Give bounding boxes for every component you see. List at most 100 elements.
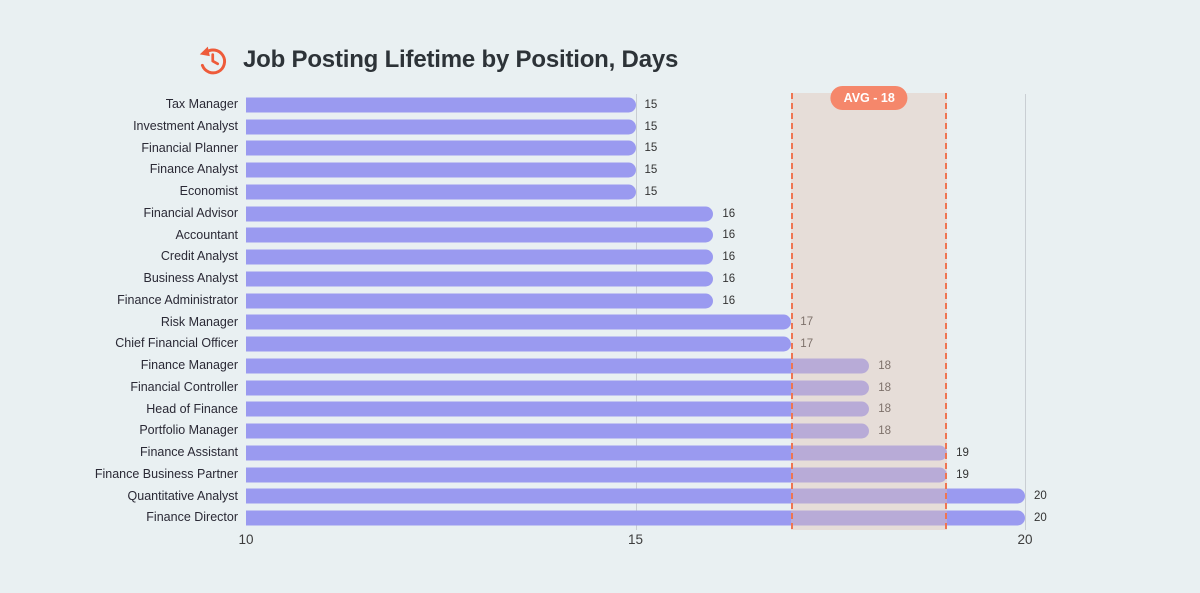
row-plot: 19 <box>246 464 1200 486</box>
bar <box>246 314 792 330</box>
bar-value-label: 18 <box>878 359 891 372</box>
row-plot: 20 <box>246 486 1200 508</box>
category-label: Financial Advisor <box>143 205 239 220</box>
row-plot: 18 <box>246 420 1200 442</box>
x-axis: 10 15 20 <box>0 532 1200 552</box>
bar-value-label: 16 <box>722 294 736 307</box>
category-label: Finance Business Partner <box>94 466 238 481</box>
history-clock-icon <box>199 46 227 75</box>
row-plot: 16 <box>246 225 1200 247</box>
category-label: Investment Analyst <box>133 118 238 133</box>
bar-row: Business Analyst 16 <box>0 268 1200 290</box>
bar <box>246 206 714 222</box>
bar-row: Accountant 16 <box>0 225 1200 247</box>
bar-row: Chief Financial Officer 17 <box>0 333 1200 355</box>
row-plot: 18 <box>246 399 1200 421</box>
bar <box>246 488 1025 504</box>
bar-row: Finance Manager 18 <box>0 355 1200 377</box>
bar <box>246 184 636 200</box>
category-label: Economist <box>179 184 238 198</box>
category-label: Credit Analyst <box>160 249 238 264</box>
row-plot: 16 <box>246 246 1200 268</box>
bar <box>246 249 714 265</box>
x-tick-label: 15 <box>627 532 644 547</box>
bar-value-label: 17 <box>800 338 814 351</box>
category-label: Finance Analyst <box>149 162 238 177</box>
category-label: Financial Planner <box>141 140 238 155</box>
bar-value-label: 15 <box>644 120 658 133</box>
category-label: Business Analyst <box>143 271 239 285</box>
bar <box>246 358 870 374</box>
bar <box>246 271 714 287</box>
row-plot: 16 <box>246 203 1200 225</box>
category-label: Accountant <box>175 227 238 242</box>
bar-row: Finance Analyst 15 <box>0 159 1200 181</box>
category-label: Portfolio Manager <box>139 423 238 438</box>
bar-row: Financial Controller 18 <box>0 377 1200 399</box>
bar-row: Head of Finance 18 <box>0 399 1200 421</box>
bar-row: Finance Director 20 <box>0 507 1200 529</box>
bar-value-label: 20 <box>1034 512 1047 525</box>
row-plot: 20 <box>246 507 1200 529</box>
avg-badge: AVG - 18 <box>830 86 908 110</box>
bar-row: Quantitative Analyst 20 <box>0 486 1200 508</box>
bar-value-label: 16 <box>722 207 736 220</box>
category-label: Finance Assistant <box>140 445 238 459</box>
bar-value-label: 19 <box>956 446 969 459</box>
bar-row: Financial Advisor 16 <box>0 203 1200 225</box>
bar-row: Risk Manager 17 <box>0 312 1200 334</box>
bar <box>246 510 1025 526</box>
row-plot: 15 <box>246 159 1200 181</box>
bar <box>246 162 636 178</box>
category-label: Quantitative Analyst <box>127 488 238 503</box>
category-label: Financial Controller <box>130 379 238 394</box>
category-label: Head of Finance <box>146 401 238 416</box>
bar-row: Finance Administrator 16 <box>0 290 1200 312</box>
bar <box>246 140 636 156</box>
row-plot: 16 <box>246 290 1200 312</box>
x-tick-label: 10 <box>238 532 254 547</box>
row-plot: 19 <box>246 442 1200 464</box>
bar <box>246 336 792 352</box>
bar <box>246 401 870 417</box>
bar-row: Tax Manager 15 <box>0 94 1200 116</box>
bar-value-label: 18 <box>878 403 891 416</box>
bar-value-label: 15 <box>644 98 658 111</box>
bar-row: Financial Planner 15 <box>0 138 1200 160</box>
chart-rows: Tax Manager 15 Investment Analyst 15 Financi… <box>0 94 1200 529</box>
bar-row: Portfolio Manager 18 <box>0 420 1200 442</box>
bar-value-label: 15 <box>644 142 658 155</box>
bar-value-label: 19 <box>956 468 969 481</box>
bar <box>246 467 948 483</box>
bar-row: Economist 15 <box>0 181 1200 203</box>
row-plot: 16 <box>246 268 1200 290</box>
bar-value-label: 20 <box>1034 490 1047 503</box>
row-plot: 15 <box>246 116 1200 138</box>
bar-value-label: 15 <box>644 185 658 198</box>
bar-row: Finance Business Partner 19 <box>0 464 1200 486</box>
bar <box>246 97 636 113</box>
row-plot: 17 <box>246 333 1200 355</box>
bar <box>246 423 870 439</box>
bar-value-label: 16 <box>722 251 736 264</box>
gridline-20 <box>1025 94 1026 530</box>
gridline-15 <box>635 94 637 530</box>
category-label: Tax Manager <box>165 97 238 111</box>
row-plot: 17 <box>246 312 1200 334</box>
avg-band: AVG - 18 <box>791 86 948 530</box>
row-plot: 18 <box>246 377 1200 399</box>
x-tick-label: 20 <box>1017 532 1033 547</box>
row-plot: 15 <box>246 181 1200 203</box>
bar <box>246 119 636 135</box>
bar <box>246 380 870 396</box>
bar <box>246 445 948 461</box>
bar-value-label: 17 <box>800 316 814 329</box>
bar-value-label: 18 <box>878 381 891 394</box>
bar-value-label: 16 <box>722 229 736 242</box>
avg-band-dash-right <box>945 93 948 530</box>
bar-row: Credit Analyst 16 <box>0 246 1200 268</box>
bar <box>246 293 714 309</box>
bar-row: Finance Assistant 19 <box>0 442 1200 464</box>
